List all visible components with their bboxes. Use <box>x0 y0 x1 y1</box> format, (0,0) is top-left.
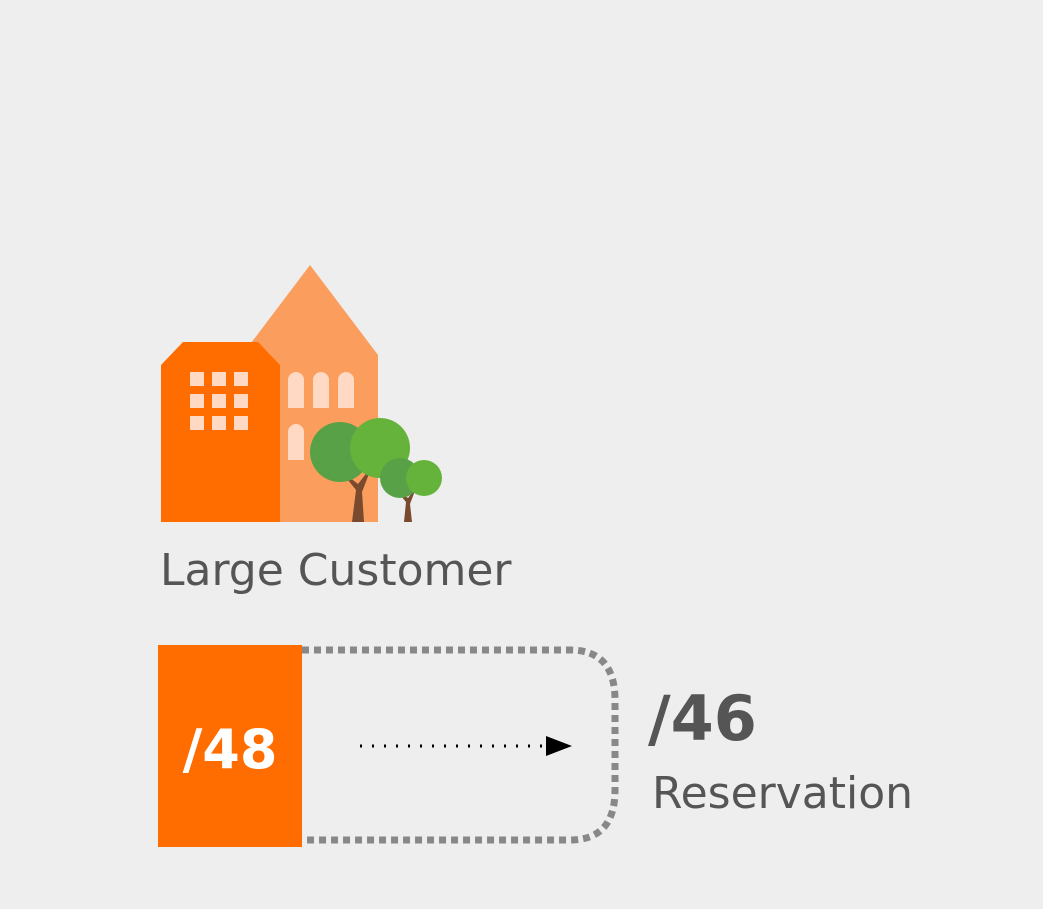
dotted-loop <box>302 646 619 844</box>
target-prefix: /46 <box>648 682 757 755</box>
building-icon <box>161 265 442 522</box>
arrow-head <box>546 736 572 756</box>
customer-label: Large Customer <box>160 545 512 596</box>
source-prefix: /48 <box>183 718 278 781</box>
source-block <box>158 645 302 847</box>
target-label: Reservation <box>652 768 913 819</box>
